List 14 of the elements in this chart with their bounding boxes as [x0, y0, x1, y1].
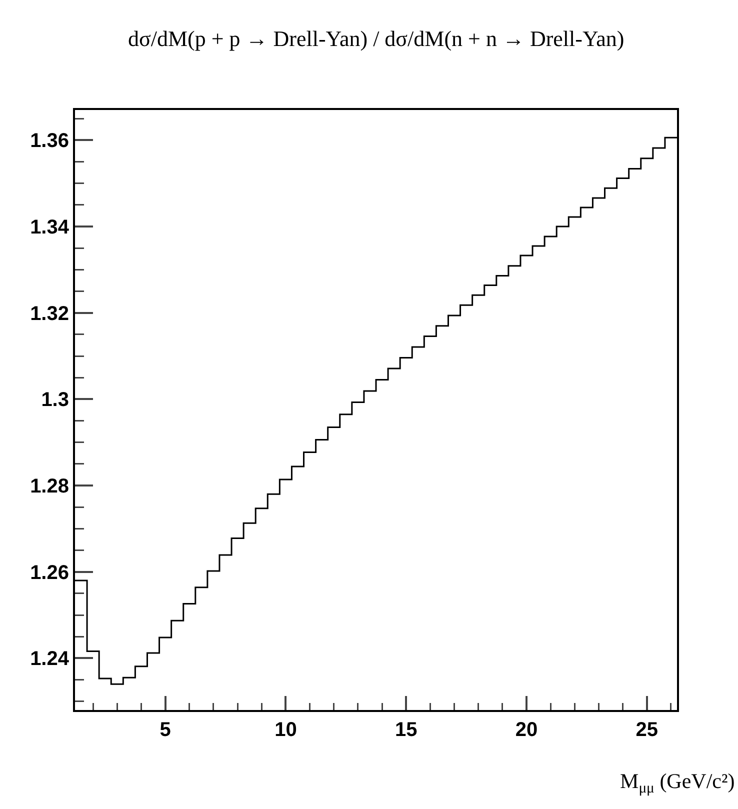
- y-tick-label: 1.28: [30, 476, 69, 498]
- y-tick-label: 1.26: [30, 562, 69, 584]
- x-tick-label: 25: [636, 719, 658, 741]
- x-axis-title: M$_{μμ}$ (GeV/c²): [620, 769, 735, 796]
- y-tick-label: 1.24: [30, 648, 70, 670]
- y-tick-label: 1.32: [30, 302, 69, 325]
- x-tick-label: 15: [394, 719, 418, 741]
- x-tick-label: 10: [274, 719, 297, 741]
- chart-title: dσ/dM(p + p → Drell-Yan) / dσ/dM(n + n → Drell-Yan): [128, 26, 624, 51]
- x-tick-label: 20: [515, 719, 538, 741]
- x-tick-label: 5: [160, 719, 171, 741]
- y-tick-label: 1.36: [30, 130, 69, 152]
- y-tick-label: 1.34: [30, 216, 70, 239]
- y-tick-label: 1.3: [41, 389, 69, 412]
